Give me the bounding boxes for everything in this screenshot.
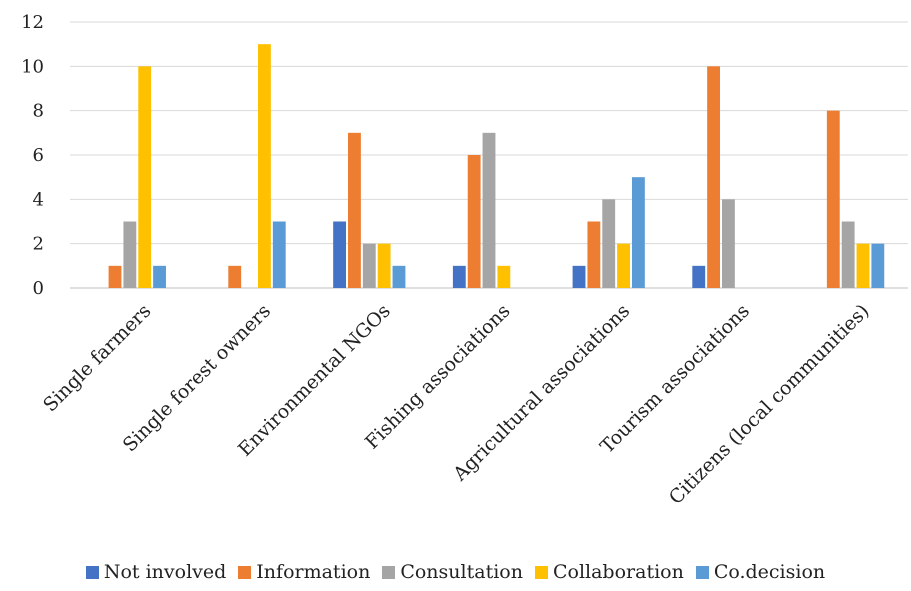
legend-label: Information [256,561,371,583]
legend-item: Co.decision [695,561,826,583]
legend-label: Not involved [103,561,227,583]
bar [123,221,137,288]
bar [692,265,706,288]
bar [587,221,601,288]
legend-swatch [695,565,709,579]
bar [108,265,122,288]
y-tick-label: 0 [33,278,44,299]
legend-swatch [382,565,396,579]
bar [228,265,242,288]
bar [572,265,586,288]
y-axis: 0 2 4 6 8 10 12 [21,12,44,299]
bar [871,243,885,288]
y-tick-label: 6 [33,145,44,166]
legend-item: Consultation [382,561,523,583]
y-tick-label: 4 [33,189,44,210]
bar [257,44,271,288]
bar [377,243,391,288]
legend: Not involved Information Consultation Colla… [0,561,911,583]
legend-swatch [238,565,252,579]
bar [841,221,855,288]
bar [153,265,166,288]
x-tick-label: Single farmers [39,300,155,416]
bar [826,110,840,289]
y-tick-label: 8 [33,101,44,122]
bar [856,243,870,288]
legend-label: Co.decision [713,561,826,583]
y-tick-label: 2 [33,234,44,255]
bars [108,44,885,289]
legend-item: Collaboration [534,561,684,583]
bar [392,265,406,288]
bar [631,177,645,288]
bar [617,243,630,288]
y-tick-label: 10 [21,56,44,77]
bar [722,199,735,288]
bar [602,199,616,288]
bar [362,243,376,288]
legend-swatch [85,565,99,579]
legend-item: Information [238,561,370,583]
bar [348,132,361,288]
bar [452,265,466,288]
bar [272,221,286,288]
bar [138,66,152,288]
bar [467,155,481,288]
legend-item: Not involved [85,561,227,583]
legend-swatch [534,565,548,579]
bar [333,221,347,288]
y-tick-label: 12 [21,12,44,33]
x-tick-label: Citizens (local communities) [665,300,874,509]
legend-label: Collaboration [552,561,684,583]
bar [482,132,496,288]
bar [497,265,511,288]
legend-label: Consultation [400,561,523,583]
bar [707,66,721,288]
